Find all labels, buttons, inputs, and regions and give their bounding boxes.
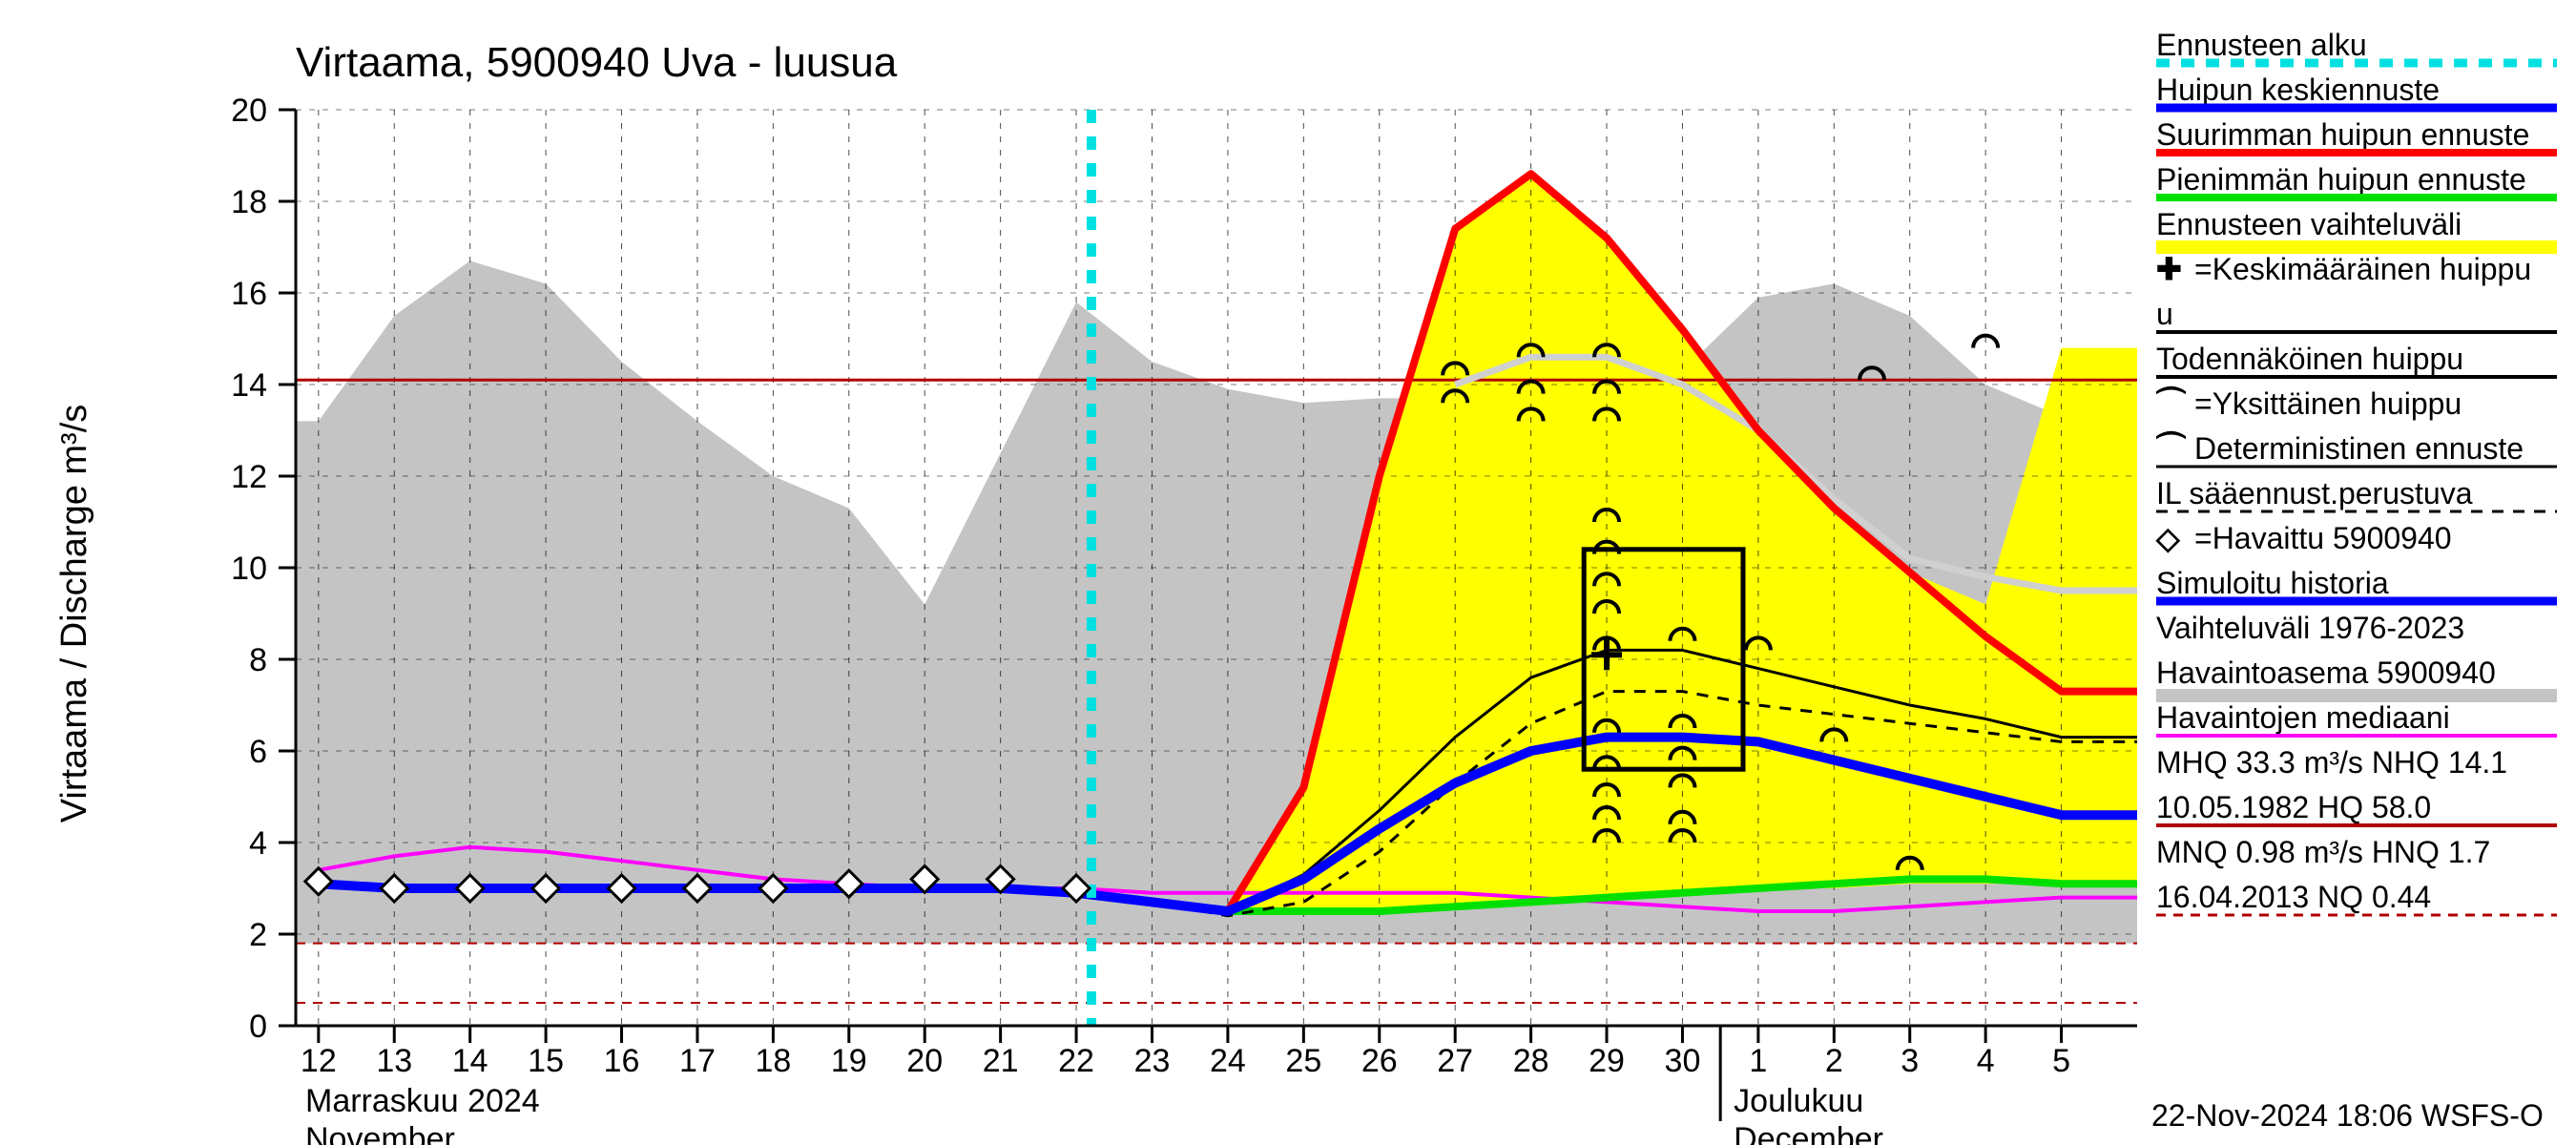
legend-label: Huipun keskiennuste bbox=[2156, 73, 2440, 107]
legend-label: =Keskimääräinen huippu bbox=[2194, 252, 2531, 286]
discharge-chart: 0246810121416182012131415161718192021222… bbox=[0, 0, 2576, 1145]
svg-text:29: 29 bbox=[1589, 1043, 1625, 1079]
svg-text:20: 20 bbox=[231, 93, 267, 129]
legend-label: Ennusteen vaihteluväli bbox=[2156, 207, 2462, 241]
svg-text:12: 12 bbox=[231, 459, 267, 495]
legend-label: Vaihteluväli 1976-2023 bbox=[2156, 611, 2464, 645]
svg-text:⏜: ⏜ bbox=[2156, 385, 2187, 421]
svg-text:22: 22 bbox=[1058, 1043, 1094, 1079]
svg-text:Marraskuu 2024: Marraskuu 2024 bbox=[305, 1083, 540, 1119]
timestamp: 22-Nov-2024 18:06 WSFS-O bbox=[2151, 1098, 2544, 1133]
legend-label: MNQ 0.98 m³/s HNQ 1.7 bbox=[2156, 835, 2490, 869]
svg-text:u: u bbox=[2156, 297, 2173, 331]
legend-label: 10.05.1982 HQ 58.0 bbox=[2156, 790, 2431, 824]
legend-label: Ennusteen alku bbox=[2156, 28, 2367, 62]
legend-label: Pienimmän huipun ennuste bbox=[2156, 162, 2526, 197]
svg-text:December: December bbox=[1734, 1121, 1883, 1145]
legend-label: IL sääennust.perustuva bbox=[2156, 476, 2473, 510]
svg-text:16: 16 bbox=[231, 276, 267, 312]
svg-text:14: 14 bbox=[231, 367, 267, 404]
svg-text:12: 12 bbox=[301, 1043, 337, 1079]
svg-text:15: 15 bbox=[528, 1043, 564, 1079]
svg-text:✚: ✚ bbox=[2156, 252, 2182, 286]
svg-text:18: 18 bbox=[755, 1043, 791, 1079]
legend-label: MHQ 33.3 m³/s NHQ 14.1 bbox=[2156, 745, 2507, 780]
legend-label: Havaintoasema 5900940 bbox=[2156, 656, 2496, 690]
chart-title: Virtaama, 5900940 Uva - luusua bbox=[296, 39, 898, 86]
legend-label: Havaintojen mediaani bbox=[2156, 700, 2450, 735]
legend-label: =Havaittu 5900940 bbox=[2194, 521, 2452, 555]
svg-text:20: 20 bbox=[906, 1043, 943, 1079]
svg-text:25: 25 bbox=[1285, 1043, 1321, 1079]
svg-text:21: 21 bbox=[983, 1043, 1019, 1079]
svg-text:November: November bbox=[305, 1121, 455, 1145]
svg-text:Virtaama / Discharge m³/s: Virtaama / Discharge m³/s bbox=[54, 405, 94, 823]
svg-text:3: 3 bbox=[1901, 1043, 1919, 1079]
legend-label: Simuloitu historia bbox=[2156, 566, 2389, 600]
svg-text:2: 2 bbox=[249, 917, 267, 953]
svg-text:5: 5 bbox=[2052, 1043, 2070, 1079]
legend-label: 16.04.2013 NQ 0.44 bbox=[2156, 880, 2431, 914]
svg-text:16: 16 bbox=[604, 1043, 640, 1079]
svg-text:10: 10 bbox=[231, 551, 267, 587]
svg-text:8: 8 bbox=[249, 642, 267, 678]
svg-text:17: 17 bbox=[679, 1043, 716, 1079]
legend-label: =Yksittäinen huippu bbox=[2194, 386, 2462, 421]
svg-text:13: 13 bbox=[376, 1043, 412, 1079]
svg-text:14: 14 bbox=[452, 1043, 488, 1079]
svg-text:18: 18 bbox=[231, 184, 267, 220]
svg-text:◇: ◇ bbox=[2155, 521, 2181, 555]
svg-text:6: 6 bbox=[249, 734, 267, 770]
svg-text:2: 2 bbox=[1825, 1043, 1843, 1079]
legend-label: Suurimman huipun ennuste bbox=[2156, 117, 2529, 152]
legend-label: Deterministinen ennuste bbox=[2194, 431, 2524, 466]
svg-text:23: 23 bbox=[1134, 1043, 1171, 1079]
svg-text:28: 28 bbox=[1513, 1043, 1549, 1079]
svg-text:4: 4 bbox=[1977, 1043, 1995, 1079]
svg-text:26: 26 bbox=[1361, 1043, 1398, 1079]
svg-text:Joulukuu: Joulukuu bbox=[1734, 1083, 1863, 1119]
svg-text:⏜: ⏜ bbox=[2156, 430, 2187, 466]
svg-text:1: 1 bbox=[1749, 1043, 1767, 1079]
svg-text:19: 19 bbox=[831, 1043, 867, 1079]
svg-text:24: 24 bbox=[1210, 1043, 1246, 1079]
svg-text:27: 27 bbox=[1437, 1043, 1473, 1079]
legend-label: Todennäköinen huippu bbox=[2156, 342, 2463, 376]
svg-text:0: 0 bbox=[249, 1009, 267, 1045]
svg-text:4: 4 bbox=[249, 825, 267, 862]
svg-text:30: 30 bbox=[1665, 1043, 1701, 1079]
